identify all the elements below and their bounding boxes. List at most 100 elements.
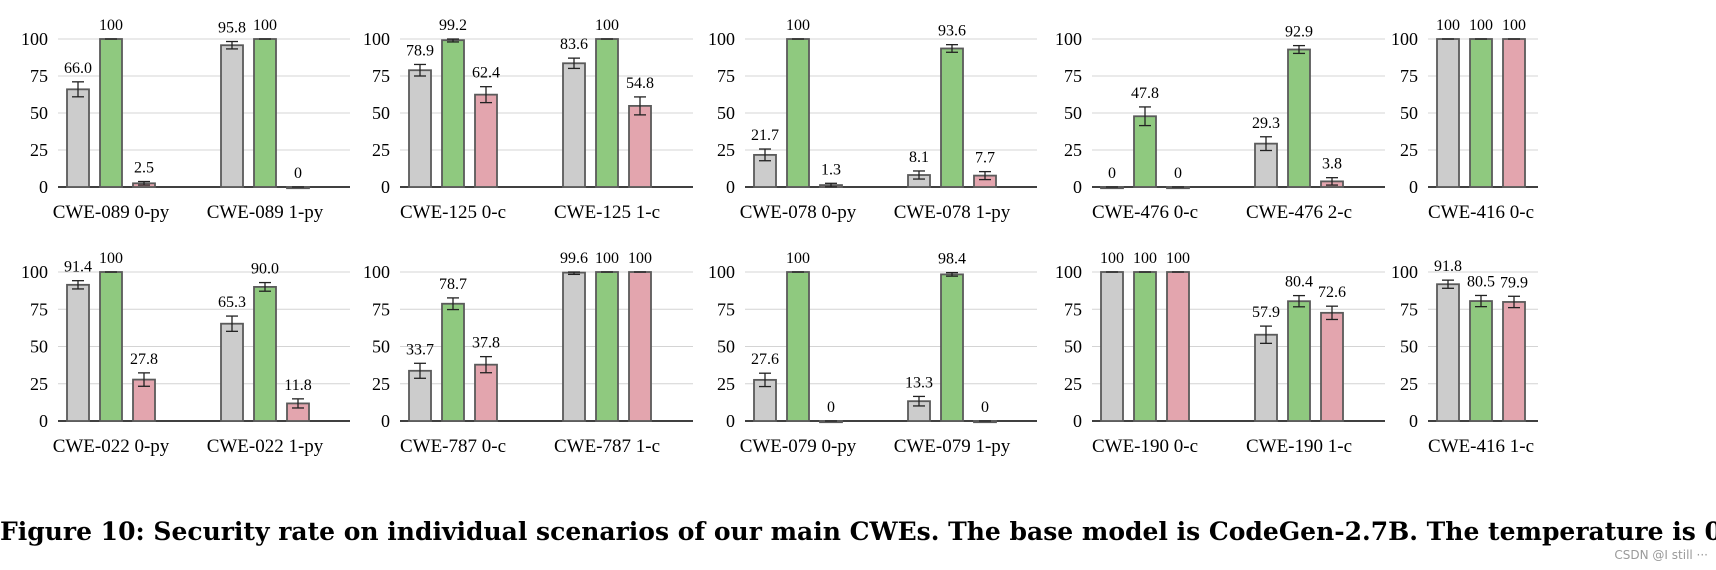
data-label: 0 (981, 399, 989, 416)
bar (786, 271, 810, 422)
data-label: 93.6 (938, 23, 966, 40)
bar (1436, 283, 1460, 422)
y-tick-label: 50 (30, 337, 48, 357)
data-label: 33.7 (406, 341, 434, 358)
data-label: 7.7 (975, 150, 995, 167)
data-label: 100 (595, 17, 619, 34)
y-tick-label: 0 (39, 411, 48, 431)
y-tick-label: 25 (717, 140, 735, 160)
data-label: 100 (99, 17, 123, 34)
data-label: 0 (1174, 165, 1182, 182)
data-label: 78.7 (439, 276, 467, 293)
data-label: 90.0 (251, 261, 279, 278)
figure-caption: Figure 10: Security rate on individual s… (0, 517, 1716, 546)
bar (220, 44, 244, 188)
x-tick-label: CWE-416 1-c (1428, 436, 1534, 457)
bar (940, 47, 964, 188)
data-label: 99.2 (439, 17, 467, 34)
data-label: 21.7 (751, 127, 779, 144)
x-tick-label: CWE-787 0-c (400, 436, 506, 457)
data-label: 92.9 (1285, 24, 1313, 41)
bar (595, 271, 619, 422)
y-tick-label: 0 (726, 411, 735, 431)
y-tick-label: 0 (381, 411, 390, 431)
bar (1254, 333, 1278, 422)
data-label: 80.5 (1467, 273, 1495, 290)
bar (1320, 311, 1344, 422)
y-tick-label: 75 (30, 299, 48, 319)
y-tick-label: 25 (372, 374, 390, 394)
bar (408, 69, 432, 188)
bar (628, 104, 652, 188)
data-label: 54.8 (626, 75, 654, 92)
y-tick-label: 25 (372, 140, 390, 160)
y-tick-label: 50 (372, 337, 390, 357)
y-tick-label: 100 (1055, 29, 1082, 49)
data-label: 100 (1100, 250, 1124, 267)
bar (1469, 38, 1493, 188)
y-tick-label: 50 (717, 337, 735, 357)
data-label: 57.9 (1252, 304, 1280, 321)
bar (66, 88, 90, 188)
y-tick-label: 50 (372, 103, 390, 123)
data-label: 62.4 (472, 65, 500, 82)
bar (562, 271, 586, 422)
y-tick-label: 50 (717, 103, 735, 123)
x-tick-label: CWE-022 1-py (207, 436, 324, 457)
data-label: 91.4 (64, 259, 92, 276)
y-tick-label: 25 (1400, 374, 1418, 394)
y-tick-label: 0 (39, 177, 48, 197)
y-tick-label: 100 (363, 29, 390, 49)
bar (66, 283, 90, 422)
data-label: 100 (253, 17, 277, 34)
data-label: 79.9 (1500, 274, 1528, 291)
y-tick-label: 100 (21, 29, 48, 49)
x-tick-label: CWE-079 1-py (894, 436, 1011, 457)
data-label: 13.3 (905, 374, 933, 391)
y-tick-label: 75 (717, 66, 735, 86)
y-tick-label: 50 (1064, 337, 1082, 357)
y-tick-label: 100 (1055, 262, 1082, 282)
y-tick-label: 100 (1391, 29, 1418, 49)
bar (220, 322, 244, 422)
y-tick-label: 0 (1409, 411, 1418, 431)
data-label: 100 (628, 250, 652, 267)
data-label: 100 (1436, 17, 1460, 34)
y-tick-label: 50 (1400, 103, 1418, 123)
bar (441, 39, 465, 188)
bar (474, 93, 498, 188)
y-tick-label: 0 (1073, 177, 1082, 197)
data-label: 91.8 (1434, 258, 1462, 275)
data-label: 100 (1166, 250, 1190, 267)
bar (1287, 300, 1311, 422)
data-label: 29.3 (1252, 115, 1280, 132)
data-label: 100 (1469, 17, 1493, 34)
y-tick-label: 25 (1400, 140, 1418, 160)
data-label: 100 (99, 250, 123, 267)
x-tick-label: CWE-476 2-c (1246, 202, 1352, 223)
bar (1502, 38, 1526, 188)
data-label: 100 (595, 250, 619, 267)
data-label: 72.6 (1318, 284, 1346, 301)
x-tick-label: CWE-190 1-c (1246, 436, 1352, 457)
bar (1100, 271, 1124, 422)
y-tick-label: 75 (372, 299, 390, 319)
y-tick-label: 100 (708, 262, 735, 282)
y-tick-label: 25 (30, 140, 48, 160)
chart-grid: 0 25 50 75 100 66.0 100 2.5 CWE-089 0-py 95.8 100 0… (21, 17, 1538, 457)
data-label: 98.4 (938, 251, 966, 268)
x-tick-label: CWE-089 0-py (53, 202, 170, 223)
data-label: 100 (786, 250, 810, 267)
bar (99, 271, 123, 422)
bar (940, 273, 964, 422)
bar (1133, 271, 1157, 422)
x-tick-label: CWE-416 0-c (1428, 202, 1534, 223)
x-tick-label: CWE-078 1-py (894, 202, 1011, 223)
y-tick-label: 50 (30, 103, 48, 123)
watermark: CSDN @I still ··· (1614, 548, 1708, 562)
bar (253, 38, 277, 188)
y-tick-label: 100 (1391, 262, 1418, 282)
data-label: 80.4 (1285, 274, 1313, 291)
y-tick-label: 50 (1400, 337, 1418, 357)
data-label: 66.0 (64, 60, 92, 77)
